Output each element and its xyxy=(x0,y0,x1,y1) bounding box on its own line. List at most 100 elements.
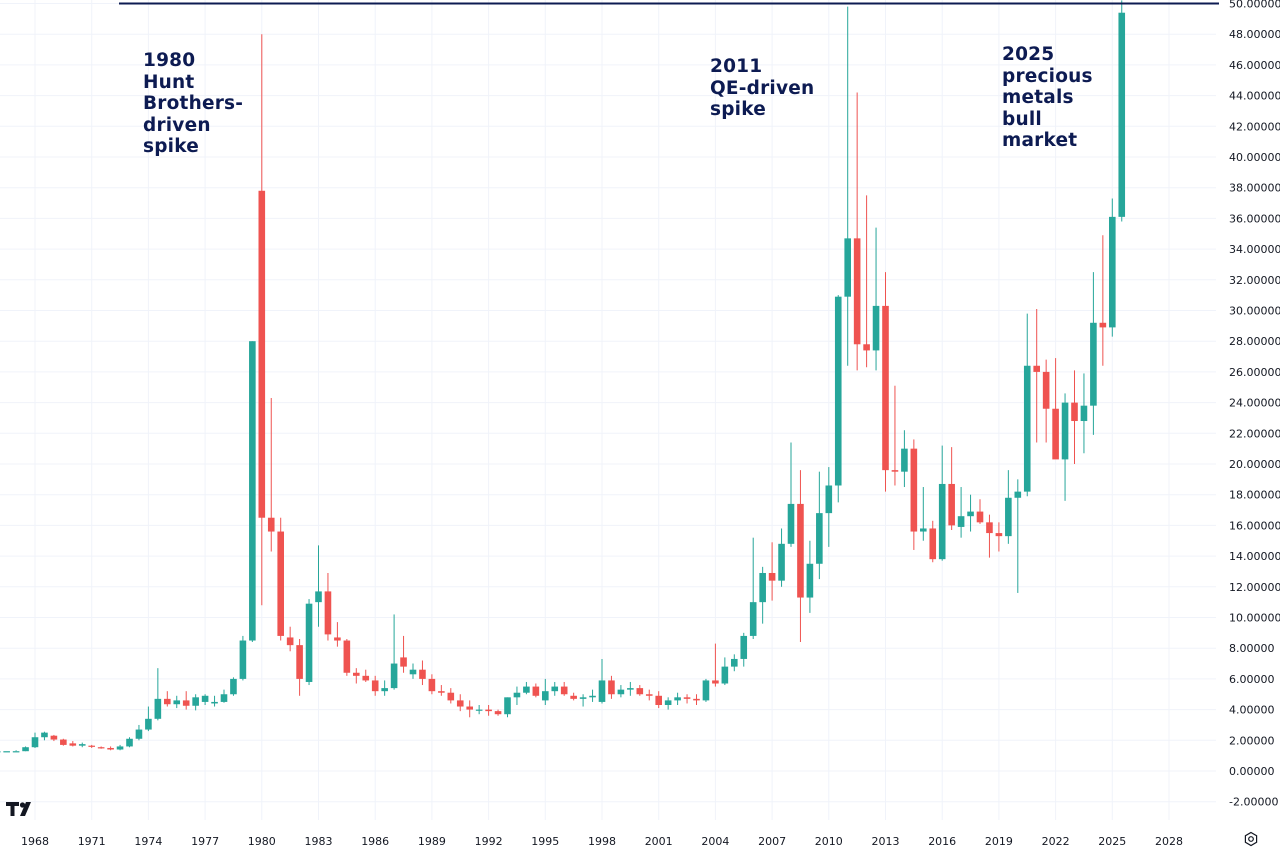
candle-down xyxy=(882,272,889,492)
candle-down xyxy=(494,709,502,716)
candle-down xyxy=(277,517,284,641)
y-tick-label: 28.00000 xyxy=(1229,335,1280,348)
candle-body xyxy=(485,709,492,712)
candle-body xyxy=(598,680,606,702)
y-tick-label: 30.00000 xyxy=(1229,305,1280,318)
annotation-2025-line-3: metals xyxy=(1002,87,1074,108)
candle-down xyxy=(324,572,332,641)
candle-down xyxy=(1042,359,1050,443)
candle-body xyxy=(286,637,294,646)
candle-down xyxy=(532,683,540,698)
candle-up xyxy=(1014,479,1022,593)
candle-up xyxy=(579,694,587,707)
candle-body xyxy=(929,528,937,560)
candle-body xyxy=(135,729,143,739)
candle-body xyxy=(787,503,795,544)
y-tick-label: 26.00000 xyxy=(1229,366,1280,379)
y-axis: -2.00000 0.00000 2.00000 4.00000 6.00000 8.00… xyxy=(1229,0,1280,809)
candle-up xyxy=(0,751,1,753)
candle-body xyxy=(976,511,984,523)
candle-body xyxy=(315,591,322,603)
candle-body xyxy=(428,678,436,692)
candle-down xyxy=(560,681,568,696)
candle-down xyxy=(258,34,266,606)
candle-body xyxy=(1005,497,1012,537)
x-tick-label: 1989 xyxy=(418,835,446,848)
candle-up xyxy=(844,6,851,366)
candle-down xyxy=(863,195,870,368)
candle-body xyxy=(334,637,341,641)
candle-down xyxy=(683,694,691,704)
candle-body xyxy=(967,511,974,517)
candle-down xyxy=(976,499,984,524)
candle-up xyxy=(816,471,823,580)
candle-up xyxy=(78,742,86,748)
candle-body xyxy=(145,718,152,730)
x-tick-label: 1992 xyxy=(475,835,503,848)
candle-body xyxy=(31,737,39,748)
candle-down xyxy=(636,685,644,696)
candle-down xyxy=(69,741,77,747)
candle-body xyxy=(50,735,58,740)
candle-body xyxy=(456,700,464,707)
candle-up xyxy=(901,430,908,488)
x-tick-label: 2004 xyxy=(701,835,729,848)
x-tick-label: 2010 xyxy=(815,835,843,848)
candle-up xyxy=(504,697,511,718)
candle-body xyxy=(749,602,757,636)
candle-down xyxy=(362,669,370,682)
annotation-1980-line-4: driven xyxy=(143,114,211,136)
candle-down xyxy=(466,700,473,718)
candle-body xyxy=(1014,491,1022,498)
candle-body xyxy=(69,743,77,746)
candle-body xyxy=(816,513,823,564)
y-tick-label: 22.00000 xyxy=(1229,427,1280,440)
candle-up xyxy=(740,632,748,667)
candle-body xyxy=(41,732,48,738)
candle-body xyxy=(1071,402,1078,422)
candle-up xyxy=(475,704,483,715)
candle-down xyxy=(456,694,464,712)
candle-down xyxy=(343,638,351,676)
candle-body xyxy=(154,698,162,719)
candle-down xyxy=(645,689,653,701)
candle-body xyxy=(116,746,124,750)
x-tick-label: 2007 xyxy=(758,835,786,848)
x-tick-label: 2028 xyxy=(1155,835,1183,848)
candle-body xyxy=(343,640,351,673)
candle-body xyxy=(759,572,766,603)
candle-up xyxy=(126,737,133,748)
candle-body xyxy=(768,572,776,581)
candle-up xyxy=(617,685,625,698)
candle-body xyxy=(825,485,833,514)
gear-icon[interactable] xyxy=(1243,831,1259,847)
x-tick-label: 1977 xyxy=(191,835,219,848)
annotation-1980-line-5: spike xyxy=(143,136,199,157)
candle-up xyxy=(1109,198,1116,337)
candle-down xyxy=(353,668,360,684)
candle-down xyxy=(267,397,275,552)
y-tick-label: 46.00000 xyxy=(1229,59,1280,72)
candle-body xyxy=(589,695,596,698)
candle-up xyxy=(967,494,974,532)
candle-body xyxy=(353,672,360,676)
candle-body xyxy=(636,688,644,695)
candle-down xyxy=(1071,370,1078,464)
candle-body xyxy=(400,657,407,667)
candle-body xyxy=(882,305,889,471)
candle-body xyxy=(655,695,662,705)
candle-up xyxy=(787,442,795,547)
candle-down xyxy=(1033,308,1040,443)
candle-up xyxy=(173,695,181,709)
candle-body xyxy=(1052,408,1059,460)
candle-up xyxy=(230,677,237,696)
tradingview-logo[interactable] xyxy=(6,801,36,817)
y-tick-label: 36.00000 xyxy=(1229,212,1280,225)
candle-body xyxy=(12,751,20,753)
y-tick-label: 4.00000 xyxy=(1229,704,1275,717)
y-tick-label: 24.00000 xyxy=(1229,397,1280,410)
candle-up xyxy=(1023,313,1031,497)
candle-up xyxy=(145,706,152,732)
y-tick-label: 0.00000 xyxy=(1229,765,1275,778)
candle-down xyxy=(570,692,577,701)
